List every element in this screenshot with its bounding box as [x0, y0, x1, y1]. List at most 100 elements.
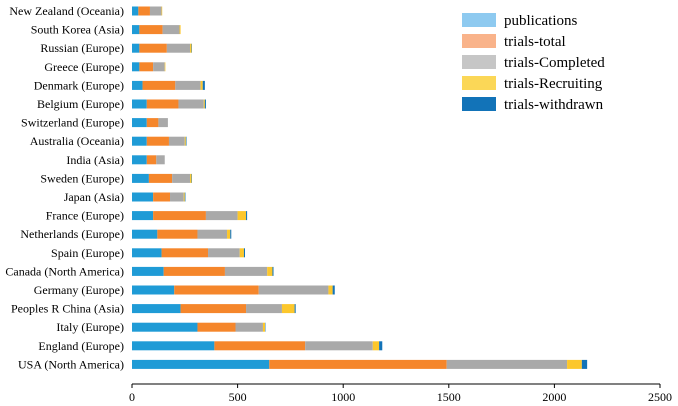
legend-swatch	[462, 34, 496, 48]
bar-segment	[172, 173, 191, 183]
legend-label: trials-Recruiting	[504, 76, 603, 92]
bar-segment	[132, 341, 215, 351]
bar-segment	[164, 62, 166, 72]
bar-segment	[142, 80, 176, 90]
bar-segment	[153, 62, 165, 72]
bar-segment	[139, 43, 167, 53]
category-label: Greece (Europe)	[44, 60, 124, 74]
category-label: Belgium (Europe)	[37, 97, 124, 111]
bar-segment	[197, 229, 228, 239]
bar-segment	[190, 43, 192, 53]
bar-segment	[132, 43, 140, 53]
category-label: South Korea (Asia)	[31, 23, 124, 37]
bar-segment	[161, 248, 209, 258]
legend: publications trials-total trials-Completed…	[462, 13, 605, 113]
bar-segment	[132, 266, 164, 276]
category-label: Japan (Asia)	[64, 190, 124, 204]
category-label: Russian (Europe)	[40, 41, 124, 55]
category-label: India (Asia)	[66, 153, 124, 167]
bar-segment	[272, 266, 274, 276]
category-label: Australia (Oceania)	[30, 134, 124, 148]
bar-segment	[175, 80, 201, 90]
bar-segment	[372, 341, 380, 351]
bar-segment	[379, 341, 383, 351]
x-tick-label: 1000	[331, 390, 355, 404]
category-label: Canada (North America)	[5, 264, 124, 278]
category-label: Italy (Europe)	[56, 320, 124, 334]
bar-segment	[184, 136, 186, 146]
bar-segment	[202, 80, 205, 90]
legend-label: publications	[504, 13, 577, 29]
bar-segment	[132, 359, 270, 369]
bar-segment	[267, 266, 273, 276]
x-tick-label: 0	[129, 390, 135, 404]
category-label: Spain (Europe)	[51, 246, 124, 260]
bar-segment	[153, 211, 206, 221]
bar-segment	[132, 99, 147, 109]
bar-segment	[190, 173, 192, 183]
bar-segment	[305, 341, 373, 351]
category-label: Netherlands (Europe)	[20, 227, 124, 241]
bar-segment	[132, 304, 181, 314]
legend-label: trials-Completed	[504, 55, 605, 71]
bar-segment	[170, 192, 184, 202]
bar-segment	[146, 99, 179, 109]
bar-segment	[205, 211, 238, 221]
bar-segment	[132, 322, 198, 332]
bar-segment	[235, 322, 263, 332]
bar-segment	[132, 155, 147, 165]
bar-segment	[132, 173, 149, 183]
bar-segment	[138, 6, 150, 16]
category-label: New Zealand (Oceania)	[9, 4, 124, 18]
bar-segment	[446, 359, 568, 369]
bar-segment	[157, 229, 198, 239]
bar-segment	[178, 99, 204, 109]
bar-segment	[179, 25, 181, 35]
bar-segment	[328, 285, 333, 295]
bar-segment	[132, 248, 162, 258]
category-labels: New Zealand (Oceania) South Korea (Asia) R…	[5, 4, 124, 371]
bar-segment	[139, 62, 154, 72]
bar-segment	[148, 173, 173, 183]
bar-segment	[224, 266, 268, 276]
bar-segment	[230, 229, 232, 239]
bar-segment	[153, 192, 171, 202]
bar-segment	[132, 136, 147, 146]
bar-segment	[161, 6, 163, 16]
category-label: France (Europe)	[46, 209, 124, 223]
legend-swatch	[462, 76, 496, 90]
bar-segment	[269, 359, 447, 369]
bar-segment	[139, 25, 163, 35]
bar-segment	[180, 304, 247, 314]
legend-swatch	[462, 13, 496, 27]
bar-segment	[132, 211, 154, 221]
bar-segment	[262, 322, 266, 332]
bar-segment	[156, 155, 165, 165]
legend-swatch	[462, 97, 496, 111]
bar-segment	[132, 80, 143, 90]
category-label: Germany (Europe)	[34, 283, 124, 297]
bar-segment	[183, 192, 185, 202]
bar-segment	[281, 304, 295, 314]
bar-segment	[243, 248, 245, 258]
bar-segment	[132, 285, 175, 295]
bar-segment	[237, 211, 247, 221]
legend-swatch	[462, 55, 496, 69]
x-axis: 0 500 1000 1500 2000 2500	[129, 383, 672, 404]
legend-label: trials-total	[504, 34, 566, 50]
bar-segment	[332, 285, 335, 295]
bar-segment	[185, 136, 187, 146]
bar-segment	[258, 285, 329, 295]
bar-segment	[132, 25, 140, 35]
bar-segment	[132, 229, 158, 239]
category-label: Peoples R China (Asia)	[11, 302, 124, 316]
bar-segment	[146, 155, 157, 165]
bar-segment	[246, 211, 248, 221]
bar-segment	[204, 99, 206, 109]
bar-segment	[163, 266, 225, 276]
x-tick-label: 2500	[648, 390, 672, 404]
bar-segment	[166, 43, 191, 53]
bar-segment	[132, 192, 154, 202]
bar-segment	[132, 62, 140, 72]
